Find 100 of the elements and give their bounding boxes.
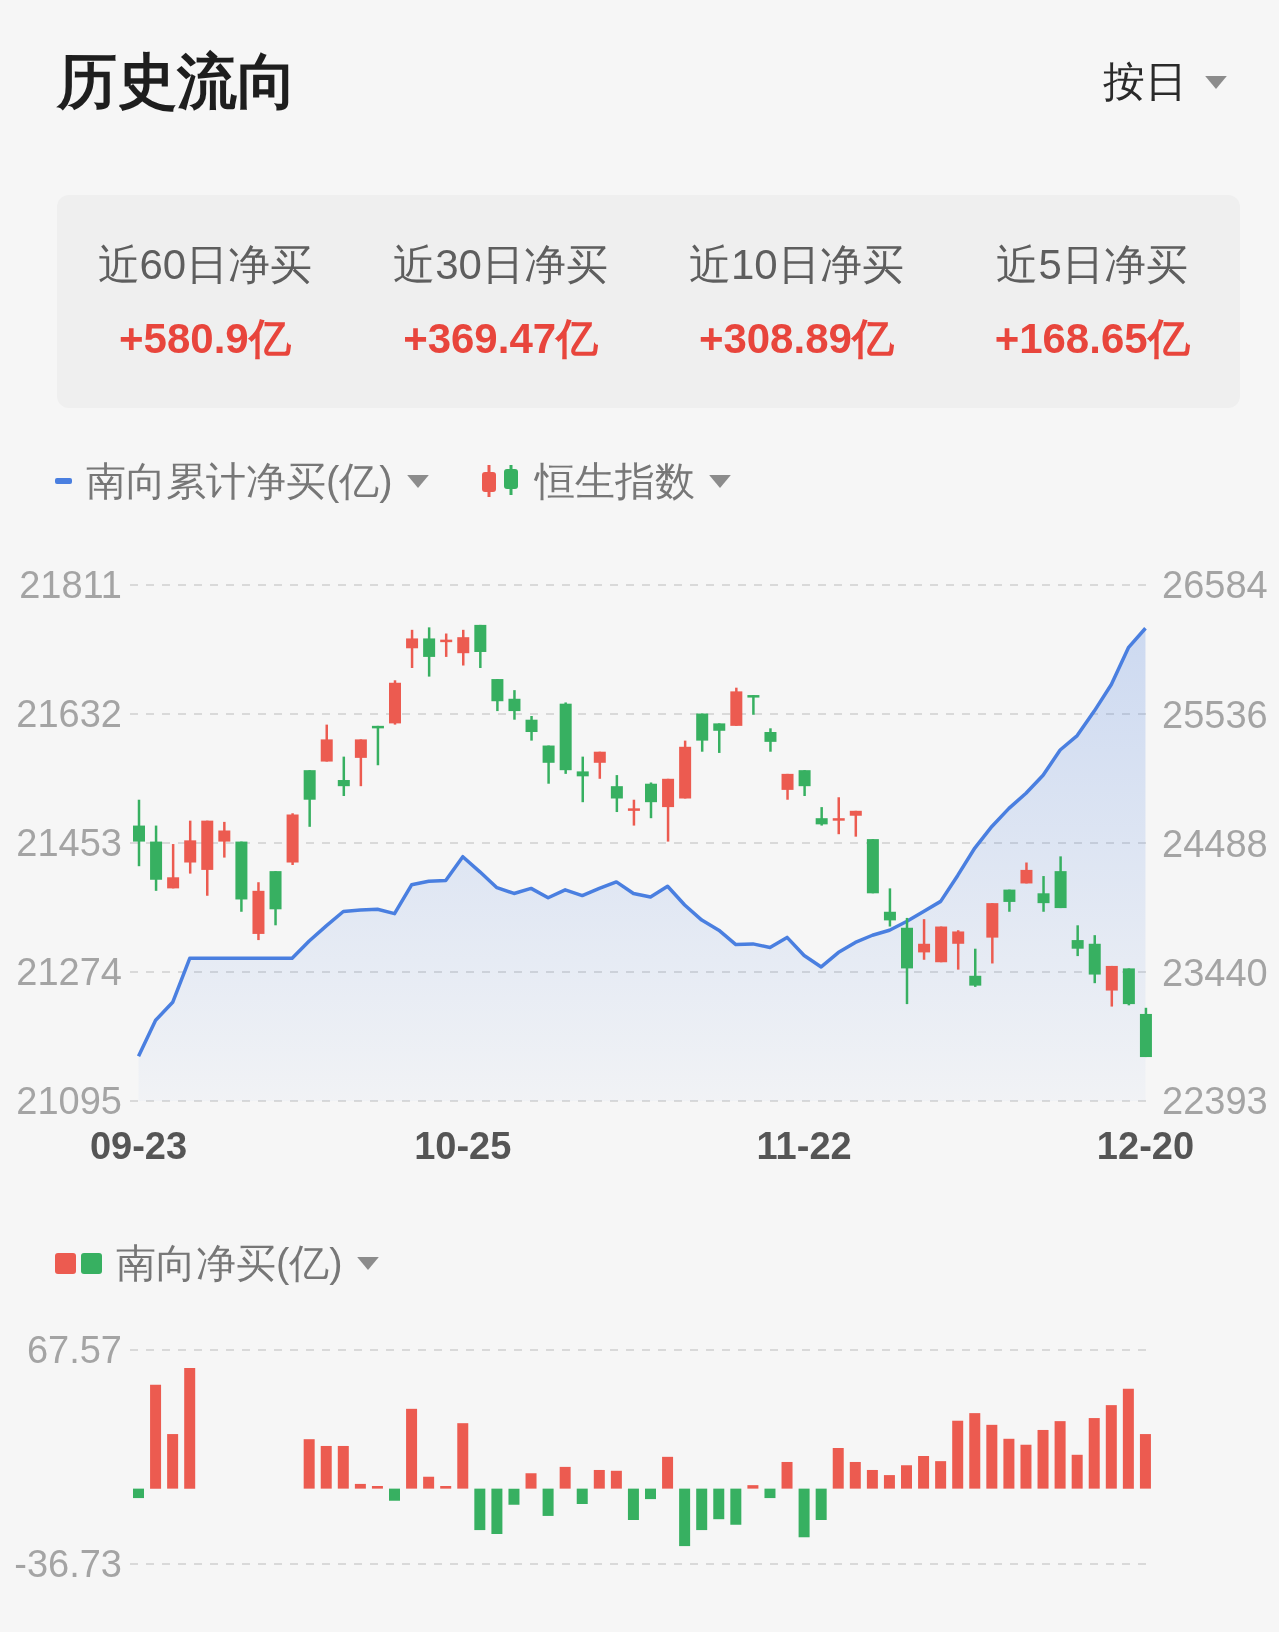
candlestick (815, 805, 828, 827)
y2-tick-label: 26584 (1162, 564, 1268, 607)
y-tick-label: 21095 (16, 1080, 122, 1123)
y2-tick-label: 25536 (1162, 693, 1268, 736)
candlestick (167, 842, 180, 890)
bar (320, 1445, 332, 1489)
candlestick (184, 819, 197, 875)
bar (542, 1488, 554, 1516)
candlestick (423, 626, 436, 678)
bar (969, 1413, 981, 1489)
candlestick (542, 744, 555, 785)
bar (508, 1488, 520, 1505)
bar (491, 1488, 503, 1534)
bar (525, 1473, 537, 1489)
bar (1088, 1418, 1100, 1489)
bar (662, 1456, 674, 1489)
bar (713, 1488, 725, 1520)
y-tick-label: 21811 (19, 564, 122, 607)
bar (406, 1408, 418, 1489)
bar (1054, 1421, 1066, 1489)
bar (781, 1461, 793, 1489)
y2-tick-label: 22393 (1162, 1080, 1268, 1123)
bar (747, 1485, 759, 1489)
candlestick (883, 887, 896, 928)
bar (354, 1483, 366, 1489)
bar (440, 1485, 452, 1489)
bar (337, 1445, 349, 1489)
bar (918, 1456, 930, 1489)
candlestick (713, 722, 726, 755)
bar (1139, 1434, 1151, 1489)
bar (1105, 1405, 1117, 1489)
legend-label: 南向净买(亿) (116, 1240, 343, 1287)
bar (696, 1488, 708, 1531)
legend-label: 恒生指数 (534, 458, 695, 505)
candlestick (576, 755, 589, 804)
y-tick-label: -36.73 (14, 1543, 122, 1586)
candlestick (747, 693, 760, 717)
candlestick (491, 677, 504, 713)
candlestick (133, 798, 145, 868)
y-tick-label: 21632 (16, 693, 122, 736)
candlestick (849, 809, 862, 838)
y-tick-label: 21274 (16, 951, 122, 994)
y2-tick-label: 24488 (1162, 822, 1268, 865)
bar (184, 1367, 196, 1489)
x-tick-label: 12-20 (1096, 1124, 1195, 1167)
text: +168.65亿 (994, 314, 1190, 362)
bar (815, 1488, 827, 1521)
bar (610, 1470, 622, 1489)
bar (986, 1424, 998, 1489)
bar (389, 1488, 400, 1501)
candlestick (593, 750, 606, 781)
text: +369.47亿 (403, 314, 599, 362)
bar (593, 1469, 605, 1489)
candlestick (218, 820, 231, 859)
category-label: 近10日净买 (689, 239, 904, 290)
bar (457, 1423, 469, 1489)
candlestick (508, 688, 521, 721)
bar (901, 1465, 912, 1489)
bar (423, 1476, 435, 1489)
candlestick (832, 796, 845, 836)
candlestick (1037, 874, 1050, 914)
candlestick (764, 727, 777, 753)
bar (1122, 1388, 1134, 1489)
candlestick (406, 628, 419, 670)
bar (832, 1448, 844, 1489)
bar (474, 1488, 486, 1531)
y-tick-label: 67.57 (26, 1329, 122, 1372)
text: 按日 (1103, 57, 1187, 107)
candlestick (354, 738, 367, 788)
bar (679, 1488, 691, 1547)
bar (1037, 1429, 1049, 1489)
bar (559, 1466, 571, 1489)
candlestick (525, 714, 538, 742)
bar (849, 1461, 861, 1489)
x-tick-label: 09-23 (89, 1124, 188, 1167)
category-label: 近60日净买 (97, 239, 313, 290)
bar (866, 1469, 878, 1489)
bar (730, 1488, 742, 1525)
x-tick-label: 10-25 (414, 1124, 512, 1167)
bar (883, 1475, 895, 1489)
bar (798, 1488, 810, 1538)
candlestick (645, 781, 657, 820)
candlestick (320, 723, 333, 763)
bar (645, 1488, 656, 1500)
bar (952, 1420, 964, 1489)
text: +308.89亿 (698, 314, 894, 362)
text: 历史流向 (57, 48, 297, 115)
bar (935, 1461, 947, 1489)
text: +580.9亿 (119, 314, 291, 362)
candlestick (798, 768, 811, 798)
bar (371, 1485, 383, 1489)
candlestick (952, 928, 965, 971)
candlestick (781, 772, 794, 801)
bar (764, 1488, 776, 1499)
candlestick (969, 947, 982, 989)
bar (303, 1439, 315, 1489)
y2-tick-label: 23440 (1162, 951, 1268, 994)
y-tick-label: 21453 (16, 822, 122, 865)
bar (576, 1488, 588, 1505)
category-label: 近5日净买 (996, 239, 1188, 290)
